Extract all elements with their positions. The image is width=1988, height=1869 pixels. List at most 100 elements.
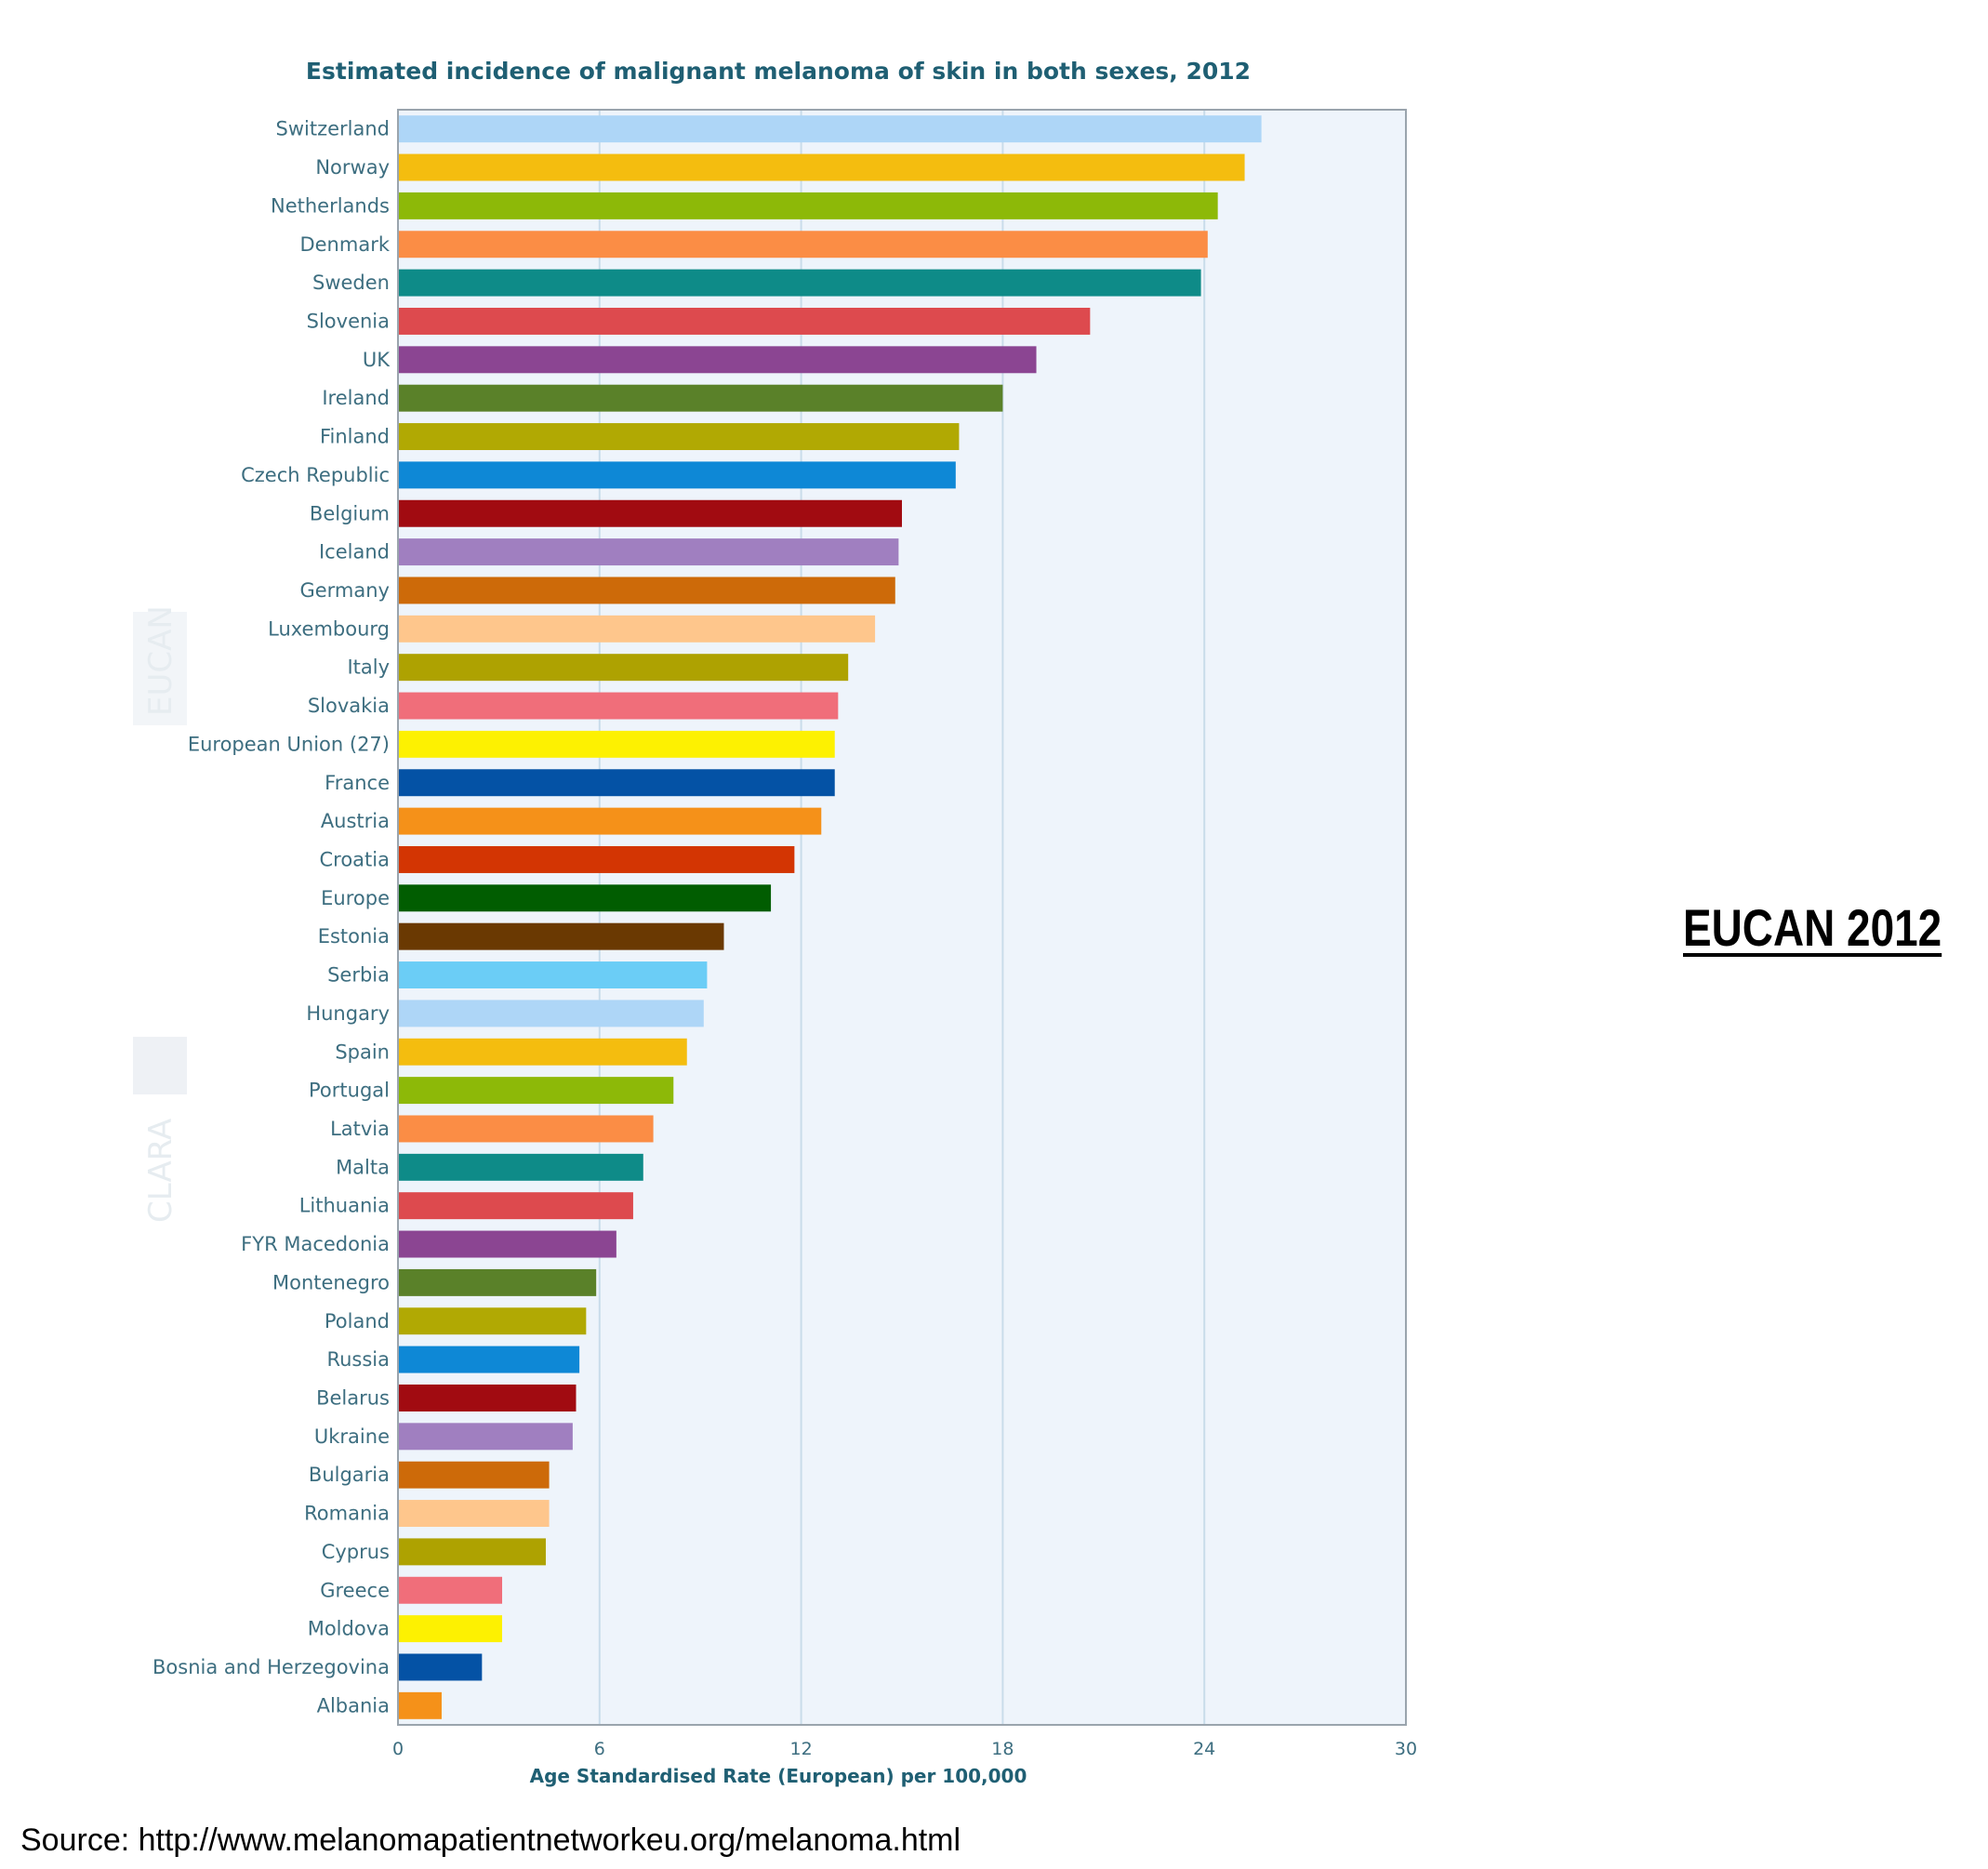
bar [399,1461,550,1489]
bar [399,1500,550,1528]
category-label: FYR Macedonia [241,1233,390,1255]
category-label: Italy [347,656,390,679]
bars [399,115,1262,1719]
bar [399,346,1037,374]
category-label: Montenegro [272,1271,390,1293]
bar [399,499,902,527]
x-axis-ticks: 0 6 12 18 24 30 [392,1739,1417,1759]
category-label: Bulgaria [309,1464,390,1486]
eu-flag-logo [133,1037,187,1094]
x-tick-label: 30 [1395,1739,1417,1759]
category-label: Croatia [320,848,391,870]
category-label: Finland [320,426,390,448]
bar [399,423,960,451]
bar [399,1423,573,1451]
x-tick-label: 0 [392,1739,404,1759]
category-label: European Union (27) [188,733,390,755]
plot-area [398,110,1406,1725]
bar [399,307,1091,335]
bar [399,231,1208,258]
category-label: Cyprus [322,1541,390,1563]
clara-logo-text: CLARA [142,1119,179,1223]
x-tick-label: 18 [991,1739,1014,1759]
bar [399,1653,483,1681]
x-tick-label: 6 [594,1739,605,1759]
category-label: Serbia [327,964,390,987]
bar [399,807,822,835]
category-label: Ireland [322,387,390,409]
bar [399,654,849,682]
category-label: UK [363,349,391,371]
bar [399,1230,616,1258]
category-label: Latvia [330,1118,390,1140]
category-label: Estonia [318,925,390,948]
bar [399,461,956,489]
bar [399,1000,704,1027]
category-label: France [325,772,390,794]
bar [399,1153,643,1181]
bar [399,769,835,797]
bar [399,1192,633,1220]
bar [399,1691,442,1719]
bar [399,153,1245,181]
bar [399,922,724,950]
bar [399,192,1218,219]
category-labels: Switzerland Norway Netherlands Denmark Swede… [152,118,391,1717]
category-label: Greece [320,1579,390,1601]
category-label: Belarus [316,1386,390,1409]
bar [399,961,708,989]
category-label: Norway [315,156,390,179]
source-citation: Source: http://www.melanomapatientnetwor… [20,1823,961,1858]
bar [399,115,1262,143]
x-tick-label: 24 [1193,1739,1215,1759]
category-label: Switzerland [276,118,391,140]
bar [399,1576,503,1604]
category-label: Hungary [306,1002,390,1025]
x-axis-title: Age Standardised Rate (European) per 100… [530,1765,1027,1787]
bar [399,692,839,720]
category-label: Lithuania [299,1195,390,1217]
category-label: Netherlands [271,194,390,217]
category-label: Poland [325,1310,390,1332]
category-label: Czech Republic [241,464,390,486]
bar [399,1268,597,1296]
bar [399,1615,503,1643]
category-label: Luxembourg [268,617,390,640]
watermark-logos: EUCAN CLARA [133,605,187,1223]
bar [399,884,772,912]
bar [399,1115,654,1143]
plot-border [397,109,1407,1726]
category-label: Slovenia [307,310,390,332]
gridlines [598,110,1206,1725]
eucan-logo-box [133,612,187,725]
category-label: Romania [304,1503,390,1525]
category-label: Albania [317,1694,390,1717]
bar [399,1538,546,1566]
x-tick-label: 12 [790,1739,813,1759]
category-label: Ukraine [314,1425,390,1448]
category-label: Moldova [308,1618,390,1640]
bar [399,1345,580,1373]
bar [399,269,1201,297]
category-label: Iceland [319,541,390,563]
bar [399,845,795,873]
category-label: Bosnia and Herzegovina [152,1656,390,1678]
eucan-2012-heading: EUCAN 2012 [1683,898,1942,957]
category-label: Belgium [310,502,390,524]
bar [399,615,876,643]
bar [399,1307,587,1335]
category-label: Slovakia [308,695,390,717]
bar [399,1077,674,1105]
category-label: Germany [299,579,390,602]
bar [399,384,1003,412]
category-label: Europe [321,887,390,909]
category-label: Spain [335,1041,390,1063]
category-label: Sweden [312,272,390,294]
bar [399,577,895,604]
chart-title: Estimated incidence of malignant melanom… [306,58,1251,85]
category-label: Portugal [309,1080,390,1102]
category-label: Austria [321,810,390,832]
bar [399,1038,687,1066]
bar [399,730,835,758]
